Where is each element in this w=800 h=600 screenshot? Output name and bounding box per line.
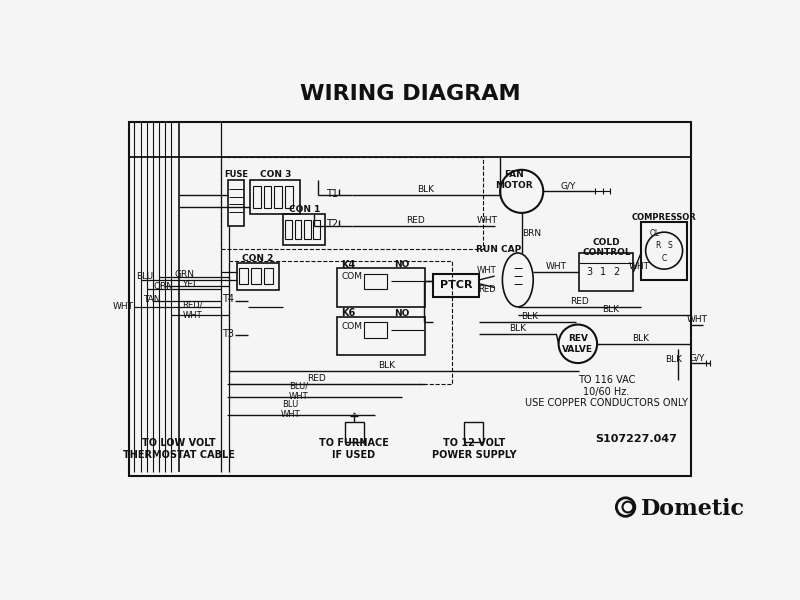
Bar [239,268,248,284]
Text: TO 116 VAC
10/60 Hz.
USE COPPER CONDUCTORS ONLY: TO 116 VAC 10/60 Hz. USE COPPER CONDUCTO… [525,375,688,408]
Bar [229,260,452,384]
Text: RED: RED [570,297,589,306]
Text: G/Y: G/Y [560,181,575,190]
Text: WHT: WHT [477,266,497,275]
Text: PTCR: PTCR [440,280,473,290]
Text: WHT: WHT [546,262,566,271]
Text: T3: T3 [222,329,234,339]
Text: BLU/
WHT: BLU/ WHT [289,382,308,401]
Bar [227,180,245,226]
Bar [253,186,261,208]
Bar [641,222,687,280]
Bar [264,268,273,284]
Text: T1: T1 [326,188,338,199]
Bar [251,268,261,284]
Text: CON 1: CON 1 [289,205,320,214]
Text: G/Y: G/Y [690,353,705,362]
Text: ORN: ORN [154,281,174,290]
Text: WHT: WHT [686,314,708,323]
Bar [364,274,387,289]
Bar [264,186,271,208]
Text: YEL: YEL [182,280,198,289]
Text: NO: NO [394,260,410,269]
Text: BLU: BLU [136,272,153,281]
Text: RED: RED [306,374,326,383]
Text: OL: OL [650,229,660,238]
Text: WIRING DIAGRAM: WIRING DIAGRAM [300,83,520,104]
Bar [304,220,310,239]
Text: TO LOW VOLT
THERMOSTAT CABLE: TO LOW VOLT THERMOSTAT CABLE [123,439,235,460]
Bar [237,263,279,290]
Text: CON 3: CON 3 [259,170,291,179]
Text: WHT: WHT [112,302,134,311]
Text: BLK: BLK [378,361,395,370]
Text: BLK: BLK [602,305,618,314]
Text: S: S [667,241,672,250]
Text: 2: 2 [614,267,619,277]
Text: BLK: BLK [510,324,526,333]
Text: RED/
WHT: RED/ WHT [182,301,203,320]
Bar [364,322,387,338]
Text: COLD
CONTROL: COLD CONTROL [582,238,630,257]
Text: COMPRESSOR: COMPRESSOR [632,213,697,222]
Bar [337,268,426,307]
Text: TO FURNACE
IF USED: TO FURNACE IF USED [319,439,389,460]
Text: 1: 1 [600,267,606,277]
Bar [294,220,302,239]
Text: BRN: BRN [522,229,542,238]
Text: R: R [655,241,661,250]
Bar [433,274,479,297]
Text: TAN: TAN [143,295,161,304]
Bar [286,220,292,239]
Text: FUSE: FUSE [224,170,248,179]
Text: FAN
MOTOR: FAN MOTOR [495,170,533,190]
Text: RED: RED [478,284,496,293]
Bar [464,422,483,442]
Text: BLK: BLK [665,355,682,364]
Text: BLK: BLK [417,185,434,194]
Bar [250,180,300,214]
Bar [286,186,293,208]
Text: WHT: WHT [629,262,650,271]
Text: S107227.047: S107227.047 [594,434,677,444]
Bar [345,422,364,442]
Bar [274,186,282,208]
Bar [129,122,691,476]
Text: WHT: WHT [477,216,498,225]
Text: K6: K6 [342,308,355,318]
Text: Dometic: Dometic [641,499,745,520]
Bar [283,214,326,245]
Text: GRN: GRN [174,270,194,279]
Text: K4: K4 [342,259,355,269]
Text: COM: COM [342,322,362,331]
Text: T4: T4 [222,294,234,304]
Text: BLK: BLK [521,313,538,322]
Text: T2: T2 [326,220,338,229]
Bar [313,220,320,239]
Bar [222,157,483,249]
Text: COM: COM [342,272,362,281]
Text: TO 12 VOLT
POWER SUPPLY: TO 12 VOLT POWER SUPPLY [431,439,516,460]
Text: 3: 3 [586,267,593,277]
Text: RUN CAP: RUN CAP [476,245,521,254]
Text: RED: RED [406,216,425,225]
Text: BLK: BLK [633,334,650,343]
Text: CON 2: CON 2 [242,254,274,263]
Bar [579,253,634,292]
Text: C: C [662,254,666,263]
Bar [337,317,426,355]
Text: BLU
WHT: BLU WHT [281,400,301,419]
Text: REV
VALVE: REV VALVE [562,334,594,353]
Text: NO: NO [394,308,410,317]
